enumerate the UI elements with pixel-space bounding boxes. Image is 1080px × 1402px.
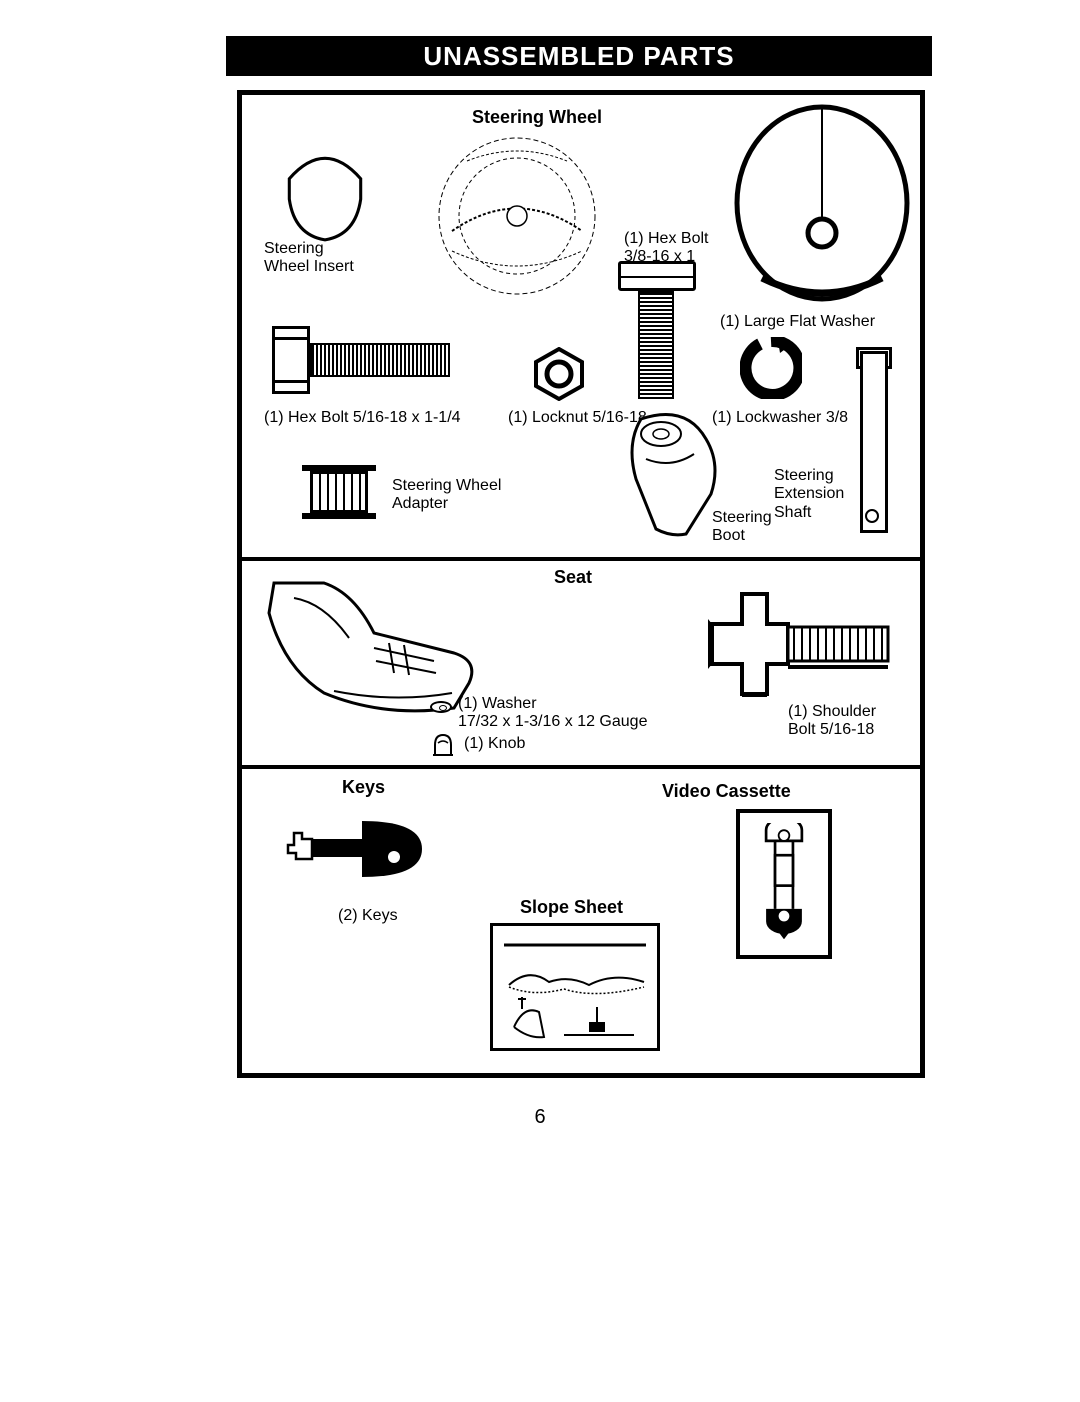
hex-bolt-1-line1: (1) Hex Bolt — [624, 230, 708, 247]
extension-shaft-icon — [860, 351, 888, 533]
video-cassette-heading: Video Cassette — [662, 781, 791, 802]
key-icon — [282, 809, 432, 889]
washer-label: (1) Washer 17/32 x 1-3/16 x 12 Gauge — [458, 695, 647, 732]
parts-frame: Steering Wheel Steering Wheel Insert (1)… — [237, 90, 925, 1078]
seat-icon — [264, 573, 484, 723]
steering-wheel-insert-icon — [274, 143, 376, 245]
lockwasher-label: (1) Lockwasher 3/8 — [712, 409, 848, 427]
boot-line1: Steering — [712, 509, 772, 526]
shoulder-bolt-label: (1) Shoulder Bolt 5/16-18 — [788, 703, 876, 740]
knob-icon — [432, 733, 454, 757]
hex-bolt-2-label: (1) Hex Bolt 5/16-18 x 1-1/4 — [264, 409, 461, 427]
adapter-line2: Adapter — [392, 495, 448, 512]
shoulder-line2: Bolt 5/16-18 — [788, 721, 874, 738]
ext-line1: Steering — [774, 467, 834, 484]
cassette-inner-icon — [750, 823, 818, 939]
washer-line1: (1) Washer — [458, 695, 537, 712]
hex-bolt-1-head-icon — [618, 261, 696, 291]
ext-line2: Extension — [774, 485, 844, 502]
divider-2 — [242, 765, 920, 769]
divider-1 — [242, 557, 920, 561]
shoulder-bolt-icon — [702, 589, 894, 699]
hex-bolt-2-head-icon — [272, 331, 310, 389]
steering-boot-icon — [616, 409, 726, 539]
extension-shaft-hole-icon — [865, 509, 879, 523]
boot-line2: Boot — [712, 527, 745, 544]
keys-heading: Keys — [342, 777, 385, 798]
large-washer-label: (1) Large Flat Washer — [720, 313, 875, 331]
hex-bolt-2-shaft-icon — [310, 343, 450, 377]
steering-wheel-heading: Steering Wheel — [472, 107, 602, 128]
adapter-label: Steering Wheel Adapter — [392, 477, 501, 514]
steering-wheel-icon — [432, 131, 602, 301]
washer-line2: 17/32 x 1-3/16 x 12 Gauge — [458, 713, 647, 730]
page-number: 6 — [0, 1106, 1080, 1129]
lockwasher-icon — [740, 337, 802, 399]
shoulder-line1: (1) Shoulder — [788, 703, 876, 720]
large-flat-washer-icon — [732, 103, 912, 303]
knob-label: (1) Knob — [464, 735, 525, 753]
adapter-line1: Steering Wheel — [392, 477, 501, 494]
ext-line3: Shaft — [774, 504, 811, 521]
video-cassette-icon — [736, 809, 832, 959]
insert-label-line2: Wheel Insert — [264, 258, 354, 275]
washer-icon — [430, 701, 452, 713]
page-title-bar: UNASSEMBLED PARTS — [226, 36, 932, 76]
hex-bolt-1-shaft-icon — [638, 291, 674, 399]
locknut-icon — [532, 347, 586, 401]
adapter-bar-bottom-icon — [302, 513, 376, 519]
insert-label: Steering Wheel Insert — [264, 240, 354, 277]
slope-sheet-heading: Slope Sheet — [520, 897, 623, 918]
steering-adapter-icon — [310, 471, 368, 513]
seat-heading: Seat — [554, 567, 592, 588]
slope-sheet-icon — [494, 927, 656, 1047]
insert-label-line1: Steering — [264, 240, 324, 257]
keys-count-label: (2) Keys — [338, 907, 398, 925]
boot-label: Steering Boot — [712, 509, 772, 546]
extension-shaft-label: Steering Extension Shaft — [774, 467, 844, 522]
